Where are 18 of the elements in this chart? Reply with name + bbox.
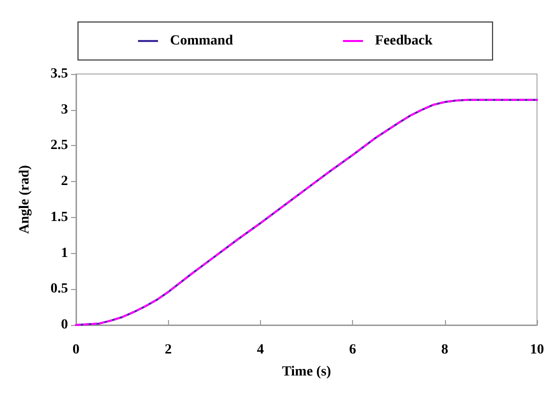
x-tick-label: 4 — [256, 342, 264, 358]
y-tick-label: 2 — [61, 174, 68, 190]
x-tick-label: 0 — [72, 342, 80, 358]
y-tick-label: 3 — [61, 102, 68, 118]
legend-label: Command — [170, 34, 234, 48]
y-tick-label: 1 — [61, 246, 68, 261]
y-tick-label: 0.5 — [50, 282, 68, 297]
x-tick-label: 10 — [530, 342, 544, 358]
x-tick-label: 8 — [441, 342, 448, 358]
legend-label: Feedback — [375, 34, 433, 48]
x-tick-label: 2 — [164, 342, 172, 358]
y-tick-label: 3.5 — [50, 66, 68, 82]
x-tick-label: 6 — [349, 342, 356, 358]
x-axis-title: Time (s) — [282, 364, 332, 380]
y-tick-label: 1.5 — [50, 210, 68, 225]
y-tick-label: 0 — [61, 318, 68, 332]
y-axis-title: Angle (rad) — [18, 164, 32, 234]
y-tick-label: 2.5 — [50, 138, 68, 154]
